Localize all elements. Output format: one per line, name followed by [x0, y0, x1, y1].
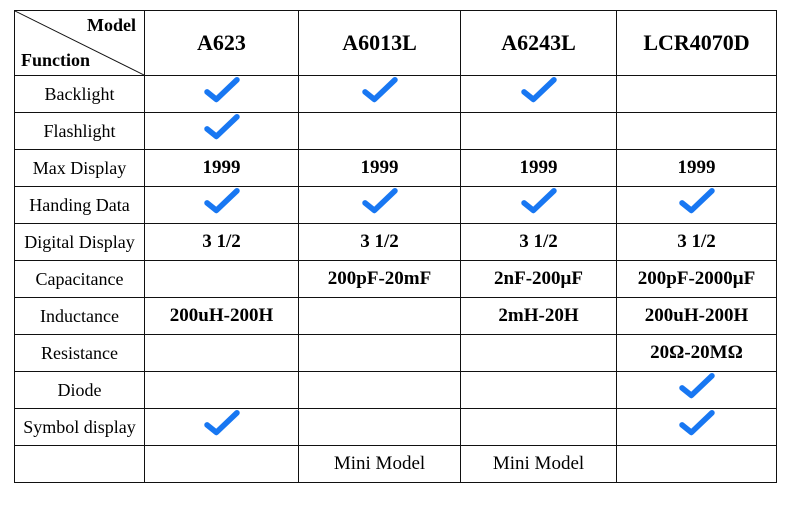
- table-cell: Mini Model: [299, 446, 461, 483]
- table-cell: [461, 187, 617, 224]
- table-cell: [299, 335, 461, 372]
- check-icon: [678, 410, 716, 438]
- table-cell: [461, 372, 617, 409]
- table-cell: [145, 409, 299, 446]
- header-bottom-label: Function: [21, 50, 90, 71]
- check-icon: [203, 188, 241, 216]
- table-cell: [461, 113, 617, 150]
- table-cell: 3 1/2: [461, 224, 617, 261]
- row-label: Handing Data: [15, 187, 145, 224]
- table-cell: 3 1/2: [145, 224, 299, 261]
- table-cell: Mini Model: [461, 446, 617, 483]
- table-cell: [461, 335, 617, 372]
- table-cell: [299, 76, 461, 113]
- check-icon: [203, 114, 241, 142]
- table-cell: [145, 372, 299, 409]
- table-cell: 1999: [299, 150, 461, 187]
- table-cell: [617, 187, 777, 224]
- table-row: Symbol display: [15, 409, 777, 446]
- table-row: Inductance200uH-200H2mH-20H200uH-200H: [15, 298, 777, 335]
- table-cell: 2mH-20H: [461, 298, 617, 335]
- row-label: Inductance: [15, 298, 145, 335]
- table-row: Capacitance 200pF-20mF2nF-200μF200pF-2000…: [15, 261, 777, 298]
- check-icon: [203, 410, 241, 438]
- table-body: BacklightFlashlightMax Display1999199919…: [15, 76, 777, 483]
- row-label: Diode: [15, 372, 145, 409]
- table-cell: [299, 298, 461, 335]
- table-cell: [461, 409, 617, 446]
- table-cell: [299, 409, 461, 446]
- row-label: Max Display: [15, 150, 145, 187]
- model-header: A623: [145, 11, 299, 76]
- table-cell: [299, 113, 461, 150]
- check-icon: [678, 373, 716, 401]
- row-label: Flashlight: [15, 113, 145, 150]
- table-cell: [145, 261, 299, 298]
- table-cell: [617, 409, 777, 446]
- table-cell: [617, 76, 777, 113]
- table-cell: [145, 113, 299, 150]
- check-icon: [678, 188, 716, 216]
- table-cell: 1999: [617, 150, 777, 187]
- model-header: A6243L: [461, 11, 617, 76]
- table-cell: [145, 76, 299, 113]
- table-row: Backlight: [15, 76, 777, 113]
- check-icon: [361, 188, 399, 216]
- table-row: Digital Display3 1/23 1/23 1/23 1/2: [15, 224, 777, 261]
- table-cell: 20Ω-20MΩ: [617, 335, 777, 372]
- row-label: Backlight: [15, 76, 145, 113]
- row-label: Resistance: [15, 335, 145, 372]
- table-cell: 200pF-2000μF: [617, 261, 777, 298]
- table-cell: [617, 446, 777, 483]
- check-icon: [203, 77, 241, 105]
- table-row: Diode: [15, 372, 777, 409]
- table-cell: 200uH-200H: [145, 298, 299, 335]
- table-cell: 1999: [461, 150, 617, 187]
- check-icon: [520, 77, 558, 105]
- row-label: Capacitance: [15, 261, 145, 298]
- table-cell: [617, 372, 777, 409]
- table-cell: [299, 187, 461, 224]
- table-cell: 200uH-200H: [617, 298, 777, 335]
- table-cell: [145, 335, 299, 372]
- table-row: Mini ModelMini Model: [15, 446, 777, 483]
- table-cell: [145, 187, 299, 224]
- header-top-label: Model: [87, 15, 136, 36]
- header-row: Model Function A623 A6013L A6243L LCR407…: [15, 11, 777, 76]
- table-cell: 200pF-20mF: [299, 261, 461, 298]
- comparison-table: Model Function A623 A6013L A6243L LCR407…: [14, 10, 777, 483]
- table-cell: [299, 372, 461, 409]
- table-cell: 3 1/2: [617, 224, 777, 261]
- row-label: Symbol display: [15, 409, 145, 446]
- table-row: Max Display1999199919991999: [15, 150, 777, 187]
- check-icon: [520, 188, 558, 216]
- table-cell: 2nF-200μF: [461, 261, 617, 298]
- row-label: Digital Display: [15, 224, 145, 261]
- check-icon: [361, 77, 399, 105]
- table-cell: 3 1/2: [299, 224, 461, 261]
- model-header: LCR4070D: [617, 11, 777, 76]
- table-row: Handing Data: [15, 187, 777, 224]
- table-cell: [145, 446, 299, 483]
- table-row: Flashlight: [15, 113, 777, 150]
- table-cell: 1999: [145, 150, 299, 187]
- header-diagonal-cell: Model Function: [15, 11, 145, 76]
- table-cell: [617, 113, 777, 150]
- table-cell: [461, 76, 617, 113]
- model-header: A6013L: [299, 11, 461, 76]
- row-label: [15, 446, 145, 483]
- table-row: Resistance 20Ω-20MΩ: [15, 335, 777, 372]
